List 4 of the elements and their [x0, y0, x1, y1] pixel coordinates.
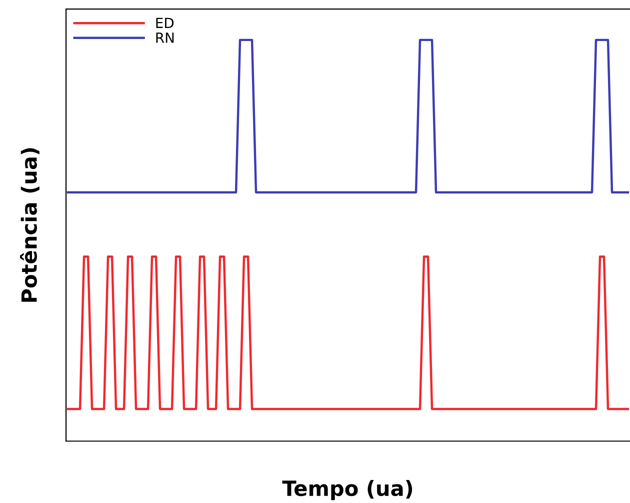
- y-axis-title: Potência (ua): [20, 148, 40, 302]
- legend-label: ED: [156, 18, 174, 28]
- legend-label: RN: [156, 32, 174, 43]
- x-axis-title: Tempo (ua): [282, 480, 412, 500]
